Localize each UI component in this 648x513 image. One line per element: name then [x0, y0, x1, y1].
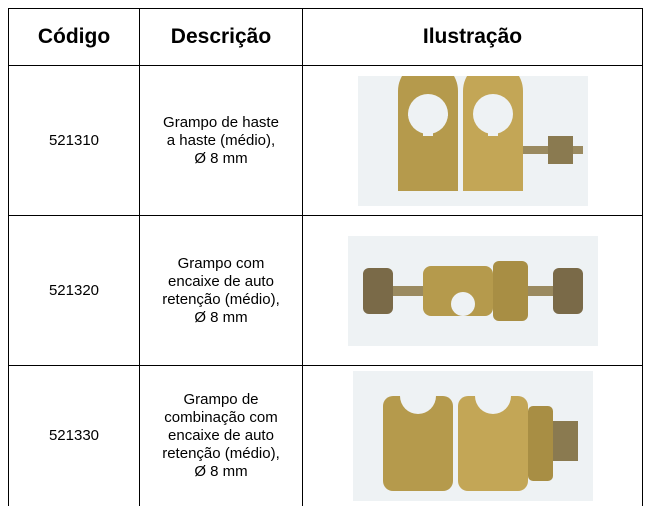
- header-cell: Descrição: [139, 8, 303, 66]
- row: 521330 Grampo de combinação com encaixe …: [8, 365, 643, 506]
- description-cell: Grampo de combinação com encaixe de auto…: [139, 365, 303, 506]
- code: 521330: [8, 365, 140, 506]
- row: 521320 Grampo com encaixe de auto retenç…: [8, 215, 643, 366]
- code: 521310: [8, 65, 140, 216]
- description-cell: Grampo com encaixe de auto retenção (méd…: [139, 215, 303, 366]
- product-table: Código Descrição Ilustração 521310 Gramp…: [8, 8, 643, 506]
- description: Grampo de haste a haste (médio), Ø 8 mm: [163, 113, 279, 167]
- code: 521320: [8, 215, 140, 366]
- header-cell: Código: [8, 8, 140, 66]
- header-row: Código Descrição Ilustração: [8, 8, 643, 66]
- description-cell: Grampo de haste a haste (médio), Ø 8 mm: [139, 65, 303, 216]
- row: 521310 Grampo de haste a haste (médio), …: [8, 65, 643, 216]
- clamp-image: [347, 235, 598, 346]
- illustration: [302, 215, 643, 366]
- illustration: [302, 365, 643, 506]
- header-cell: Ilustração: [302, 8, 643, 66]
- description: Grampo de combinação com encaixe de auto…: [162, 391, 280, 480]
- clamp-image: [352, 371, 593, 501]
- illustration: [302, 65, 643, 216]
- clamp-image: [357, 75, 588, 206]
- description: Grampo com encaixe de auto retenção (méd…: [162, 254, 280, 326]
